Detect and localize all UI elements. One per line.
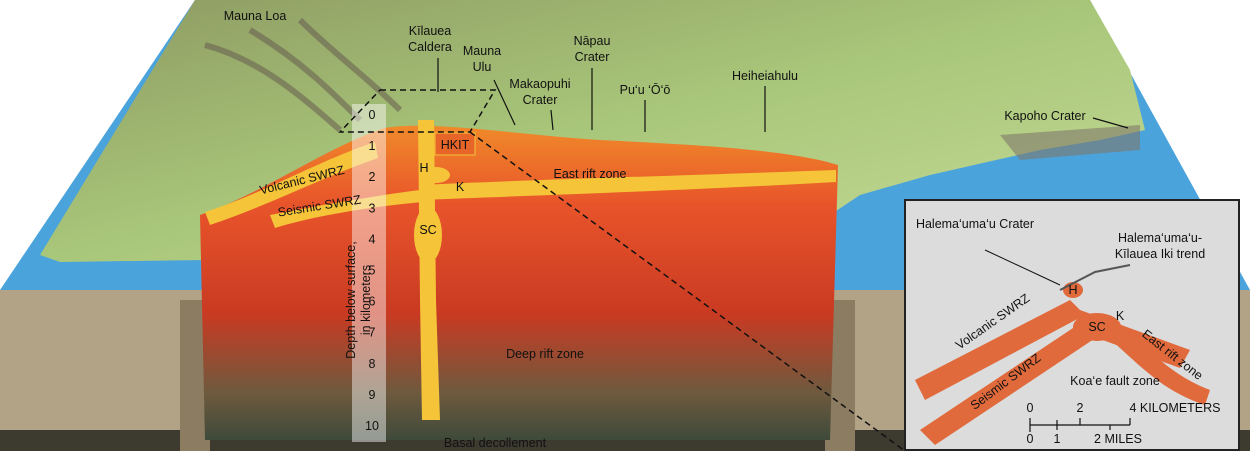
surface-label: Kīlauea (409, 24, 451, 38)
inset-label: Halema‘uma‘u Crater (916, 217, 1034, 231)
surface-label: Heiheiahulu (732, 69, 798, 83)
depth-tick-label: 6 (369, 295, 376, 309)
section-label: Basal decollement (444, 436, 547, 450)
volcanic-swrz-body (205, 142, 378, 225)
section-label: SC (419, 223, 436, 237)
inset-volcanic-swrz (915, 300, 1085, 400)
depth-tick-label: 8 (369, 357, 376, 371)
section-label: HKIT (441, 138, 470, 152)
depth-tick-label: 9 (369, 388, 376, 402)
seismic-swrz-body (270, 190, 422, 228)
depth-tick-label: 4 (369, 232, 376, 246)
depth-axis-title: in kilometers (359, 265, 373, 335)
inset-label: SC (1088, 320, 1105, 334)
leader-lines (437, 58, 1129, 132)
trend-line (1059, 264, 1131, 291)
surface-label: Nāpau (574, 34, 611, 48)
inset-seismic-swrz (920, 320, 1100, 445)
east-rift-body (420, 170, 836, 200)
surface-label: Kapoho Crater (1004, 109, 1085, 123)
scale-km-label: 2 (1077, 401, 1084, 415)
surface-label: Crater (523, 93, 558, 107)
depth-tick-label: 3 (369, 201, 376, 215)
surface-label: Crater (575, 50, 610, 64)
scale-mile-label: 1 (1054, 432, 1061, 446)
conduit (418, 120, 440, 420)
scale-km-label: 0 (1027, 401, 1034, 415)
depth-tick-label: 0 (369, 108, 376, 122)
inset-label: K (1116, 309, 1125, 323)
lava-flows (204, 17, 403, 133)
inset-leader (984, 249, 1061, 286)
section-label: East rift zone (554, 167, 627, 181)
surface-label: Caldera (408, 40, 452, 54)
depth-tick-label: 7 (369, 326, 376, 340)
surface-label: Makaopuhi (509, 77, 570, 91)
scale-mile-label: 2 MILES (1094, 432, 1142, 446)
scale-bar (1029, 418, 1131, 432)
section-label: Deep rift zone (506, 347, 584, 361)
inset-label: Koa‘e fault zone (1070, 374, 1160, 388)
sc-body (414, 207, 442, 263)
section-label: K (456, 180, 465, 194)
depth-axis-title: Depth below surface, (344, 241, 358, 358)
depth-tick-label: 2 (369, 170, 376, 184)
inset-map (904, 199, 1240, 451)
h-body (422, 167, 450, 183)
scale-mile-label: 0 (1027, 432, 1034, 446)
inset-label: Halema‘uma‘u- (1118, 231, 1202, 245)
surface-label: Mauna (463, 44, 501, 58)
depth-tick-label: 10 (365, 419, 379, 433)
cross-section (200, 125, 838, 440)
surface-label: Mauna Loa (224, 9, 287, 23)
section-label: H (419, 161, 428, 175)
hkit-body (434, 132, 476, 156)
inset-label: Kīlauea Iki trend (1115, 247, 1205, 261)
inset-sc (1073, 313, 1121, 341)
scale-km-label: 4 KILOMETERS (1130, 401, 1221, 415)
depth-bar (352, 104, 386, 442)
surface-label: Ulu (473, 60, 492, 74)
inset-east-rift (1100, 315, 1210, 405)
depth-tick-label: 5 (369, 264, 376, 278)
inset-label: H (1068, 283, 1077, 297)
depth-tick-label: 1 (369, 139, 376, 153)
lava-flows (1000, 125, 1140, 160)
surface-label: Pu‘u ‘Ō‘ō (620, 83, 671, 97)
cut-edge (180, 300, 210, 451)
